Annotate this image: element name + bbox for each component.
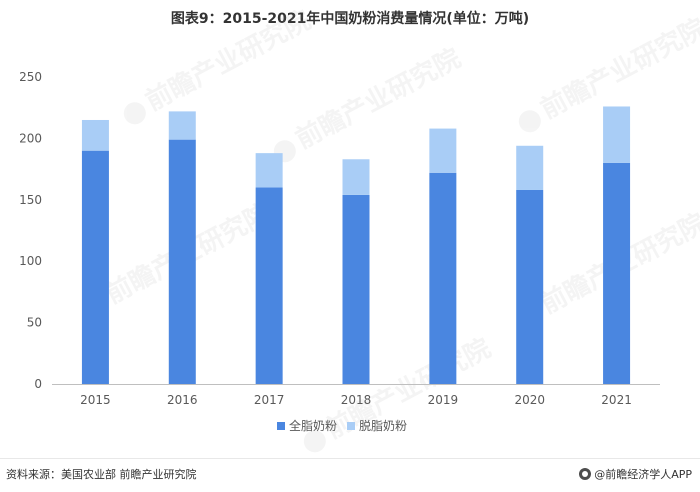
x-axis: 2015 2016 2017 2018 2019 2020 2021 — [52, 384, 660, 407]
legend-label: 全脂奶粉 — [289, 418, 337, 433]
bar-skim — [255, 153, 283, 188]
y-tick-label: 100 — [19, 254, 42, 268]
stacked-bar-chart: 前瞻产业研究院前瞻产业研究院前瞻产业研究院前瞻产业研究院前瞻产业研究院前瞻产业研… — [19, 4, 700, 453]
x-tick-label: 2016 — [167, 393, 198, 407]
bar-full-fat — [516, 189, 544, 384]
bar-skim — [429, 128, 457, 173]
legend-label: 脱脂奶粉 — [359, 418, 407, 433]
watermark-text: 前瞻产业研究院 — [140, 4, 315, 117]
legend-swatch-full-fat — [277, 422, 285, 430]
y-tick-label: 150 — [19, 193, 42, 207]
x-tick-label: 2020 — [514, 393, 545, 407]
bars-layer — [81, 106, 631, 384]
watermark: 前瞻产业研究院 — [123, 4, 316, 125]
watermark: 前瞻产业研究院 — [303, 332, 496, 453]
chart-title: 图表9：2015-2021年中国奶粉消费量情况(单位：万吨) — [170, 11, 530, 27]
y-tick-label: 250 — [19, 70, 42, 84]
watermark-logo-icon — [123, 102, 146, 125]
bar-full-fat — [168, 139, 196, 384]
legend: 全脂奶粉 脱脂奶粉 — [277, 418, 407, 433]
bar-skim — [168, 111, 196, 140]
watermark-logo-icon — [518, 110, 541, 133]
x-tick-label: 2015 — [80, 393, 111, 407]
bar-skim — [603, 106, 631, 163]
x-tick-label: 2019 — [428, 393, 459, 407]
qianzhan-logo-icon — [579, 468, 592, 480]
x-tick-label: 2018 — [341, 393, 372, 407]
bar-full-fat — [429, 172, 457, 384]
y-tick-label: 200 — [19, 131, 42, 145]
x-tick-label: 2017 — [254, 393, 285, 407]
brand-text: @前瞻经济学人APP — [594, 468, 692, 481]
watermark-logo-icon — [303, 430, 326, 453]
y-tick-label: 50 — [27, 316, 42, 330]
bar-full-fat — [81, 150, 109, 384]
bar-skim — [342, 159, 370, 195]
bar-skim — [516, 145, 544, 190]
legend-swatch-skim — [347, 422, 355, 430]
y-tick-label: 0 — [34, 377, 42, 391]
y-axis: 0 50 100 150 200 250 — [19, 70, 42, 391]
bar-full-fat — [255, 187, 283, 384]
bar-full-fat — [342, 194, 370, 384]
bar-full-fat — [603, 162, 631, 384]
footer-divider — [0, 458, 700, 459]
brand-credit: @前瞻经济学人APP — [579, 466, 692, 482]
bar-skim — [81, 119, 109, 151]
source-note: 资料来源：美国农业部 前瞻产业研究院 — [6, 468, 197, 481]
x-tick-label: 2021 — [601, 393, 632, 407]
